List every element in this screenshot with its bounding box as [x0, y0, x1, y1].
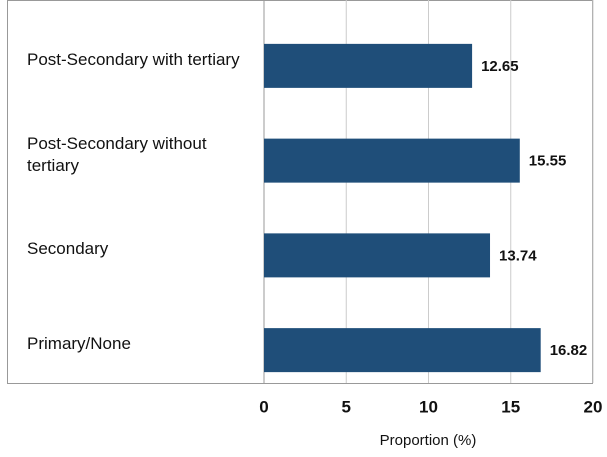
bar [264, 233, 491, 278]
value-label: 12.65 [481, 58, 519, 75]
x-tick-label: 0 [259, 397, 268, 416]
category-label: Primary/None [27, 334, 131, 354]
value-label: 16.82 [550, 342, 588, 359]
x-tick-label: 5 [342, 397, 351, 416]
bar [264, 138, 520, 183]
bar [264, 43, 473, 88]
x-axis-title: Proportion (%) [380, 432, 477, 449]
category-label: Secondary [27, 239, 109, 259]
value-label: 13.74 [499, 247, 537, 264]
x-tick-label: 15 [501, 397, 520, 416]
value-label: 15.55 [529, 153, 567, 170]
bar [264, 328, 541, 373]
category-label: Post-Secondary without tertiary [27, 133, 207, 175]
x-tick-label: 20 [584, 397, 603, 416]
x-tick-label: 10 [419, 397, 438, 416]
category-label: Post-Secondary with tertiary [27, 49, 240, 69]
